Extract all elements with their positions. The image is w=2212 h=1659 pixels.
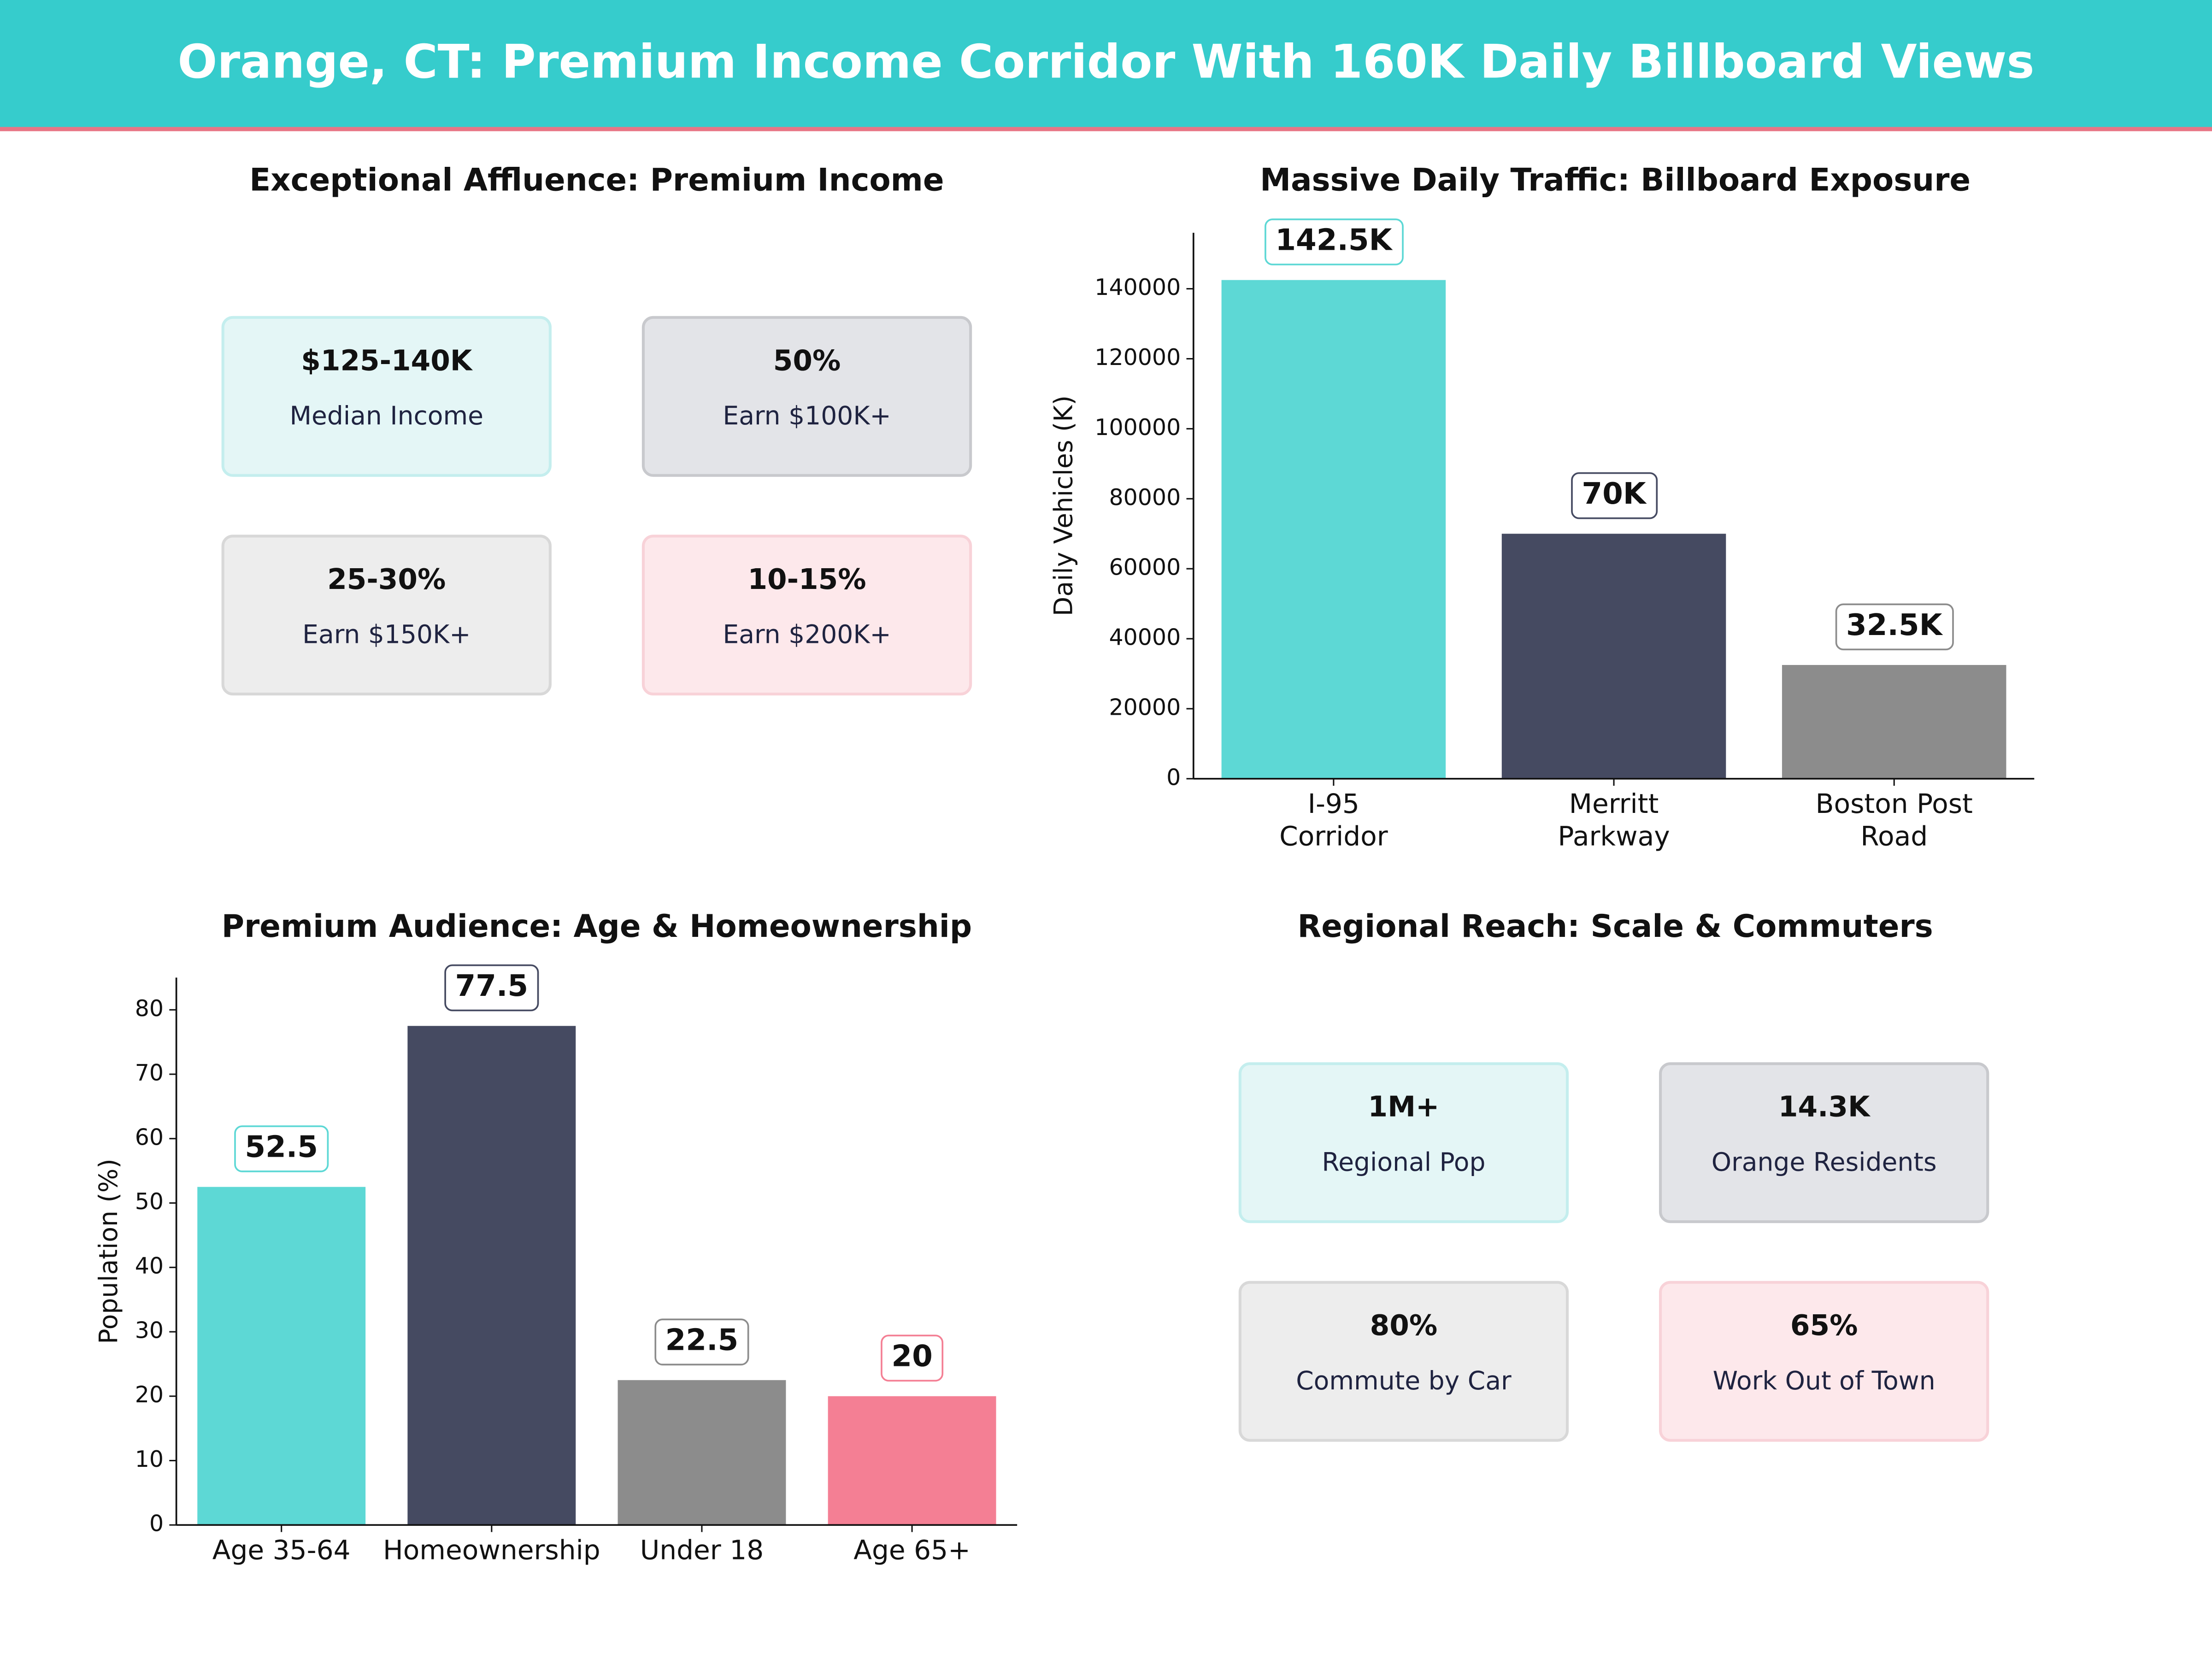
y-tick-label: 0 bbox=[149, 1511, 164, 1537]
value-label: 142.5K bbox=[1275, 223, 1393, 258]
stat-label: Earn $200K+ bbox=[723, 620, 891, 649]
stat-label: Work Out of Town bbox=[1713, 1366, 1936, 1395]
stat-card bbox=[221, 535, 552, 696]
bar bbox=[1221, 280, 1446, 779]
stat-value: 65% bbox=[1790, 1309, 1858, 1342]
stat-card bbox=[221, 316, 552, 477]
y-tick-label: 30 bbox=[135, 1317, 164, 1343]
y-tick-label: 120000 bbox=[1094, 344, 1181, 371]
value-label: 22.5 bbox=[665, 1323, 739, 1358]
value-label: 77.5 bbox=[455, 969, 529, 1003]
x-tick-label: Under 18 bbox=[640, 1534, 764, 1565]
stat-card bbox=[1238, 1062, 1569, 1224]
stat-label: Earn $100K+ bbox=[723, 401, 891, 430]
stat-label: Regional Pop bbox=[1322, 1147, 1485, 1177]
y-tick-label: 100000 bbox=[1094, 414, 1181, 441]
header-rule bbox=[0, 127, 2212, 131]
x-tick-label: Boston Post Road bbox=[1816, 788, 1973, 852]
y-tick-label: 140000 bbox=[1094, 274, 1181, 300]
stat-value: 14.3K bbox=[1778, 1091, 1871, 1124]
stat-value: 25-30% bbox=[327, 563, 446, 596]
header-band bbox=[0, 0, 2212, 127]
bar bbox=[828, 1396, 996, 1525]
y-tick-label: 60 bbox=[135, 1124, 164, 1150]
y-tick-label: 40 bbox=[135, 1253, 164, 1279]
x-tick-label: Merritt Parkway bbox=[1558, 788, 1670, 852]
y-tick-label: 80 bbox=[135, 995, 164, 1022]
value-label-box bbox=[1265, 218, 1404, 265]
y-tick-label: 10 bbox=[135, 1446, 164, 1472]
page-title: Orange, CT: Premium Income Corridor With… bbox=[177, 35, 2034, 89]
y-tick-label: 0 bbox=[1166, 764, 1181, 790]
y-tick-label: 40000 bbox=[1109, 624, 1181, 651]
y-tick-label: 20 bbox=[135, 1382, 164, 1408]
value-label: 70K bbox=[1582, 477, 1647, 511]
x-tick-label: Homeownership bbox=[383, 1534, 600, 1565]
y-axis-label: Population (%) bbox=[94, 1159, 123, 1344]
value-label: 20 bbox=[891, 1339, 932, 1374]
chart-title: Massive Daily Traffic: Billboard Exposur… bbox=[1260, 161, 1971, 198]
x-tick-label: Age 65+ bbox=[853, 1534, 971, 1565]
bar bbox=[407, 1026, 576, 1525]
bar bbox=[1501, 534, 1726, 779]
stat-value: 10-15% bbox=[747, 563, 866, 596]
stat-value: 1M+ bbox=[1368, 1091, 1440, 1124]
stat-label: Commute by Car bbox=[1296, 1366, 1512, 1395]
stat-value: 50% bbox=[773, 344, 841, 377]
panel-title: Exceptional Affluence: Premium Income bbox=[249, 161, 944, 198]
stat-value: $125-140K bbox=[301, 344, 473, 377]
bar bbox=[618, 1380, 786, 1525]
stat-label: Earn $150K+ bbox=[302, 620, 471, 649]
y-tick-label: 60000 bbox=[1109, 554, 1181, 581]
bar bbox=[1782, 665, 2006, 779]
stat-card bbox=[641, 535, 972, 696]
y-tick-label: 70 bbox=[135, 1060, 164, 1086]
stat-label: Median Income bbox=[289, 401, 483, 430]
value-label-box bbox=[654, 1318, 749, 1365]
stat-card bbox=[1659, 1281, 1989, 1442]
value-label-box bbox=[444, 964, 539, 1012]
panel-title: Regional Reach: Scale & Commuters bbox=[1297, 908, 1933, 944]
value-label-box bbox=[234, 1125, 329, 1172]
y-tick-label: 50 bbox=[135, 1188, 164, 1215]
value-label-box bbox=[881, 1335, 944, 1382]
stat-label: Orange Residents bbox=[1712, 1147, 1937, 1177]
x-tick-label: I-95 Corridor bbox=[1279, 788, 1388, 852]
stat-value: 80% bbox=[1370, 1309, 1438, 1342]
stat-card bbox=[641, 316, 972, 477]
chart-title: Premium Audience: Age & Homeownership bbox=[222, 908, 972, 944]
value-label-box bbox=[1835, 603, 1954, 651]
bar bbox=[197, 1187, 366, 1525]
y-axis-label: Daily Vehicles (K) bbox=[1048, 395, 1078, 616]
value-label: 32.5K bbox=[1846, 608, 1943, 642]
y-tick-label: 80000 bbox=[1109, 484, 1181, 511]
value-label-box bbox=[1571, 472, 1658, 519]
stat-card bbox=[1659, 1062, 1989, 1224]
y-tick-label: 20000 bbox=[1109, 694, 1181, 720]
stat-card bbox=[1238, 1281, 1569, 1442]
x-tick-label: Age 35-64 bbox=[212, 1534, 351, 1565]
value-label: 52.5 bbox=[245, 1130, 318, 1164]
